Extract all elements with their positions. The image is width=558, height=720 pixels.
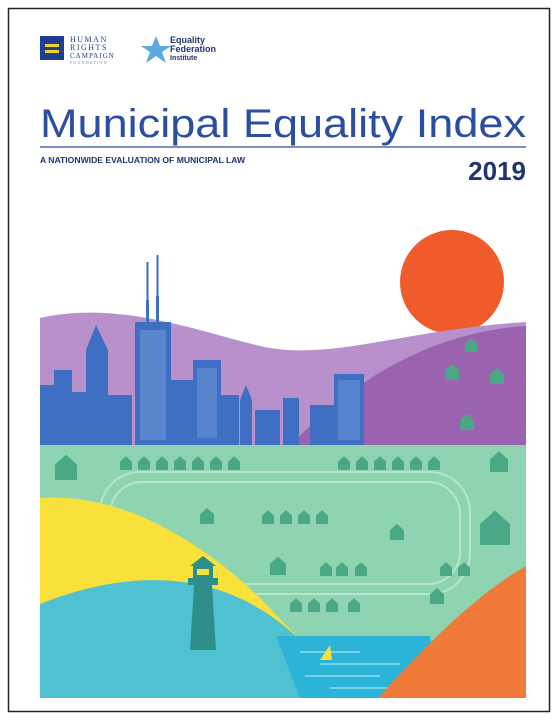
hrc-bar	[45, 44, 59, 47]
illustration-shape	[400, 230, 504, 334]
illustration-shape	[72, 392, 86, 447]
cover: HUMAN RIGHTS CAMPAIGN FOUNDATION Equalit…	[0, 0, 558, 720]
illustration-shape	[221, 395, 239, 447]
illustration-shape	[86, 325, 108, 447]
illustration-shape	[310, 405, 334, 447]
illustration-shape	[197, 569, 209, 575]
logo-text: Institute	[170, 55, 197, 62]
illustration-shape	[40, 385, 54, 447]
illustration-shape	[108, 395, 132, 447]
illustration-shape	[338, 380, 360, 440]
illustration-shape	[190, 585, 216, 650]
subtitle: A NATIONWIDE EVALUATION OF MUNICIPAL LAW	[40, 155, 246, 165]
illustration-shape	[146, 300, 149, 322]
illustration-shape	[140, 330, 166, 440]
hrc-square	[40, 36, 64, 60]
logo-text: RIGHTS	[70, 43, 108, 52]
title: Municipal Equality Index	[40, 102, 526, 146]
year: 2019	[468, 156, 526, 186]
hrc-bar	[45, 50, 59, 53]
logo-text: Federation	[170, 44, 216, 54]
illustration-shape	[156, 296, 159, 322]
page: {"header": {"logos": [{"lines": ["HUMAN"…	[0, 0, 558, 720]
illustration-shape	[197, 368, 217, 438]
illustration-shape	[54, 370, 72, 447]
logo-text: FOUNDATION	[70, 60, 108, 65]
illustration-shape	[255, 410, 280, 447]
logo-text: CAMPAIGN	[70, 52, 115, 60]
illustration-shape	[188, 578, 218, 585]
illustration-shape	[171, 380, 193, 447]
illustration-shape	[283, 398, 299, 447]
